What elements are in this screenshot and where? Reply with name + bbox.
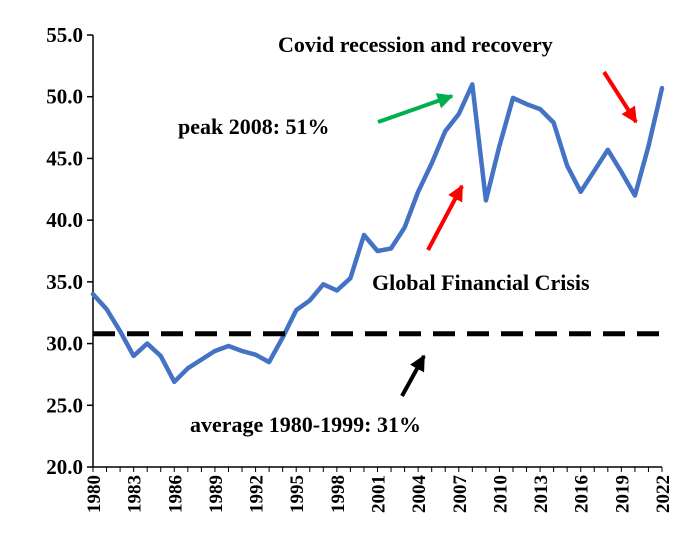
x-axis-ticks: 1980 1983 1986 1989 1992 1995 1998 2001 2004 2007… (84, 467, 674, 513)
gfc-arrow (426, 184, 464, 251)
y-axis-ticks: 20.0 25.0 30.0 35.0 40.0 45.0 50.0 55.0 (46, 23, 93, 479)
y-tick-label: 20.0 (46, 455, 83, 479)
x-tick-label: 1992 (247, 475, 268, 513)
x-tick-label: 2016 (572, 475, 593, 513)
x-tick-label: 2013 (531, 475, 552, 513)
annotation-peak: peak 2008: 51% (178, 114, 330, 139)
series-line (90, 82, 665, 385)
y-tick-label: 25.0 (46, 393, 83, 417)
x-tick-label: 2004 (409, 475, 430, 514)
y-tick-label: 50.0 (46, 85, 83, 109)
x-tick-label: 1983 (125, 475, 146, 513)
x-tick-label: 2019 (612, 475, 633, 513)
x-tick-label: 2007 (450, 475, 471, 514)
x-tick-label: 2022 (653, 475, 674, 513)
x-tick-label: 1995 (287, 475, 308, 513)
annotation-average: average 1980-1999: 31% (190, 412, 421, 437)
x-tick-label: 2001 (369, 475, 390, 513)
y-tick-label: 45.0 (46, 146, 83, 170)
x-tick-label: 1998 (328, 475, 349, 513)
annotation-gfc: Global Financial Crisis (372, 270, 590, 295)
x-tick-label: 1986 (165, 475, 186, 513)
annotation-covid: Covid recession and recovery (278, 32, 553, 57)
x-tick-label: 1980 (84, 475, 105, 513)
y-tick-label: 30.0 (46, 332, 83, 356)
x-tick-label: 1989 (206, 475, 227, 513)
x-tick-label: 2010 (490, 475, 511, 513)
average-arrow (400, 354, 426, 397)
y-tick-label: 35.0 (46, 270, 83, 294)
y-tick-label: 40.0 (46, 208, 83, 232)
series-group (90, 82, 665, 385)
peak-arrow (377, 93, 454, 124)
covid-arrow (602, 70, 638, 124)
y-tick-label: 55.0 (46, 23, 83, 47)
